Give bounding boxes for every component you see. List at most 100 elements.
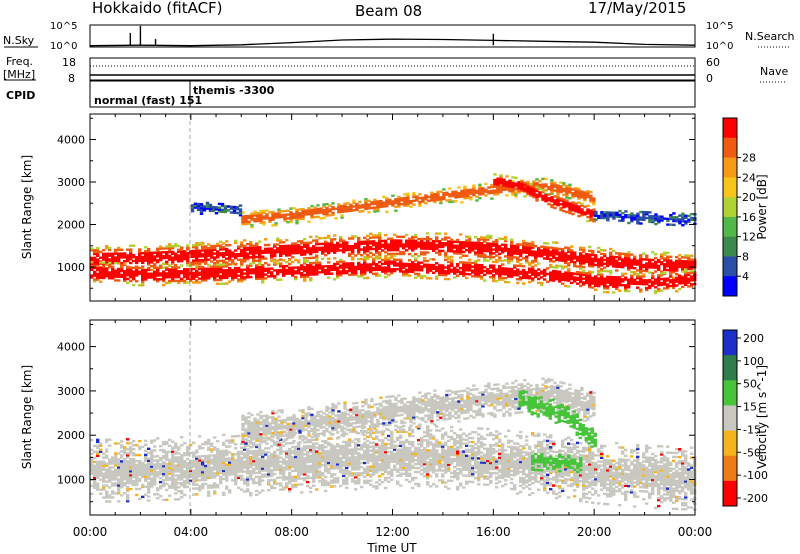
heatmap-cell	[253, 210, 257, 213]
heatmap-cell	[642, 214, 646, 218]
heatmap-cell	[318, 246, 322, 250]
heatmap-cell	[198, 262, 202, 266]
heatmap-cell	[189, 479, 193, 482]
heatmap-cell	[294, 242, 298, 245]
heatmap-cell	[409, 205, 413, 209]
heatmap-cell	[624, 287, 628, 291]
heatmap-cell	[292, 212, 296, 216]
heatmap-cell	[534, 275, 538, 279]
heatmap-cell	[435, 240, 439, 243]
heatmap-cell	[651, 276, 655, 280]
heatmap-cell	[639, 265, 643, 268]
heatmap-cell	[636, 214, 640, 217]
heatmap-cell	[213, 277, 217, 280]
heatmap-cell	[288, 259, 292, 262]
heatmap-cell	[108, 472, 112, 475]
heatmap-cell	[552, 260, 556, 263]
heatmap-cell	[606, 257, 610, 260]
heatmap-cell	[271, 216, 275, 219]
heatmap-cell	[684, 254, 688, 257]
heatmap-cell	[264, 465, 268, 468]
heatmap-cell	[472, 193, 476, 197]
heatmap-cell	[201, 247, 205, 250]
heatmap-cell	[198, 485, 202, 488]
heatmap-cell	[574, 189, 578, 192]
heatmap-cell	[295, 216, 299, 219]
heatmap-cell	[499, 190, 503, 194]
heatmap-cell	[165, 454, 169, 458]
heatmap-cell	[532, 180, 536, 183]
heatmap-cell	[417, 245, 421, 248]
heatmap-cell	[672, 265, 676, 268]
heatmap-cell	[237, 466, 241, 470]
heatmap-cell	[444, 258, 448, 262]
heatmap-cell	[156, 467, 160, 470]
heatmap-cell	[171, 456, 175, 459]
heatmap-cell	[246, 450, 250, 453]
heatmap-cell	[198, 457, 202, 460]
heatmap-cell	[502, 182, 506, 185]
heatmap-cell	[186, 261, 190, 264]
heatmap-cell	[250, 226, 254, 229]
heatmap-cell	[171, 460, 175, 463]
heatmap-cell	[399, 245, 403, 248]
heatmap-cell	[228, 445, 232, 448]
heatmap-cell	[279, 466, 283, 469]
heatmap-cell	[192, 483, 196, 486]
heatmap-cell	[690, 285, 694, 288]
heatmap-cell	[420, 261, 424, 264]
heatmap-cell	[642, 212, 646, 216]
heatmap-cell	[213, 446, 217, 449]
heatmap-cell	[583, 211, 587, 214]
heatmap-cell	[547, 199, 551, 202]
heatmap-cell	[480, 264, 484, 267]
heatmap-cell	[273, 454, 277, 458]
heatmap-cell	[243, 248, 247, 252]
heatmap-cell	[90, 438, 94, 442]
colorbar-tick-label: 8	[742, 250, 749, 263]
heatmap-cell	[639, 288, 643, 291]
heatmap-cell	[267, 479, 271, 482]
heatmap-cell	[561, 255, 565, 259]
heatmap-cell	[102, 276, 106, 280]
heatmap-cell	[514, 193, 518, 196]
heatmap-cell	[684, 281, 688, 285]
heatmap-cell	[309, 256, 313, 260]
heatmap-cell	[114, 258, 118, 261]
heatmap-cell	[571, 212, 575, 216]
heatmap-cell	[639, 267, 643, 270]
heatmap-cell	[337, 209, 341, 212]
heatmap-cell	[580, 210, 584, 213]
heatmap-cell	[522, 251, 526, 254]
heatmap-cell	[426, 265, 430, 268]
heatmap-cell	[462, 267, 466, 270]
heatmap-cell	[336, 262, 340, 266]
heatmap-cell	[234, 453, 238, 456]
heatmap-cell	[378, 243, 382, 247]
heatmap-cell	[477, 253, 481, 256]
heatmap-cell	[171, 450, 175, 453]
heatmap-cell	[90, 452, 94, 456]
heatmap-cell	[210, 254, 214, 257]
heatmap-cell	[198, 479, 202, 482]
heatmap-cell	[129, 448, 133, 451]
heatmap-cell	[516, 281, 520, 285]
heatmap-cell	[177, 248, 181, 251]
heatmap-cell	[672, 267, 676, 270]
heatmap-cell	[306, 275, 310, 278]
heatmap-cell	[387, 264, 391, 267]
heatmap-cell	[315, 250, 319, 254]
heatmap-cell	[222, 271, 226, 274]
heatmap-cell	[195, 467, 199, 470]
heatmap-cell	[147, 447, 151, 450]
heatmap-cell	[288, 248, 292, 251]
heatmap-cell	[582, 254, 586, 257]
heatmap-cell	[186, 268, 190, 271]
heatmap-cell	[246, 476, 250, 479]
heatmap-cell	[411, 245, 415, 248]
heatmap-cell	[150, 481, 154, 484]
heatmap-cell	[657, 274, 661, 277]
heatmap-cell	[579, 258, 583, 261]
heatmap-cell	[183, 252, 187, 255]
heatmap-cell	[459, 256, 463, 259]
